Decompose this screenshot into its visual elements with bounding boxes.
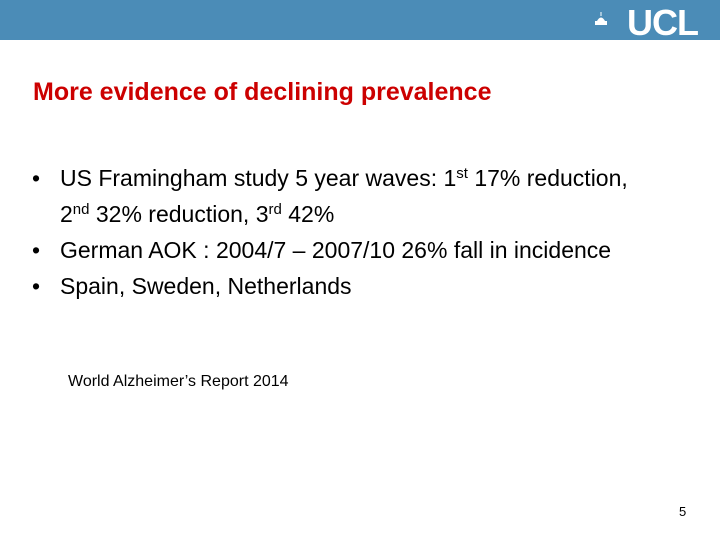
bullet-text: 42% xyxy=(281,201,335,227)
superscript: nd xyxy=(72,201,90,218)
header-bar xyxy=(0,0,720,40)
bullet-text: 32% reduction, 3 xyxy=(89,201,269,227)
source: World Alzheimer’s Report 2014 xyxy=(68,373,289,390)
bullet: Spain, Sweden, Netherlands xyxy=(32,268,632,304)
bullet: German AOK : 2004/7 – 2007/10 26% fall i… xyxy=(32,232,632,268)
bullet-text: German AOK : 2004/7 – 2007/10 26% fall i… xyxy=(60,237,612,263)
superscript: st xyxy=(456,165,468,182)
page-number: 5 xyxy=(679,504,687,519)
superscript: rd xyxy=(268,201,282,218)
bullet: US Framingham study 5 year waves: 1st 17… xyxy=(32,160,632,232)
logo: UCL xyxy=(627,2,699,43)
bullet-list: US Framingham study 5 year waves: 1st 17… xyxy=(32,160,632,304)
bullet-text: 17% reduction, 2 xyxy=(60,165,628,227)
logo-icon xyxy=(595,12,607,25)
bullet-text: Spain, Sweden, Netherlands xyxy=(60,273,352,299)
slide-title: More evidence of declining prevalence xyxy=(33,78,492,106)
bullet-text: US Framingham study 5 year waves: 1 xyxy=(60,165,457,191)
